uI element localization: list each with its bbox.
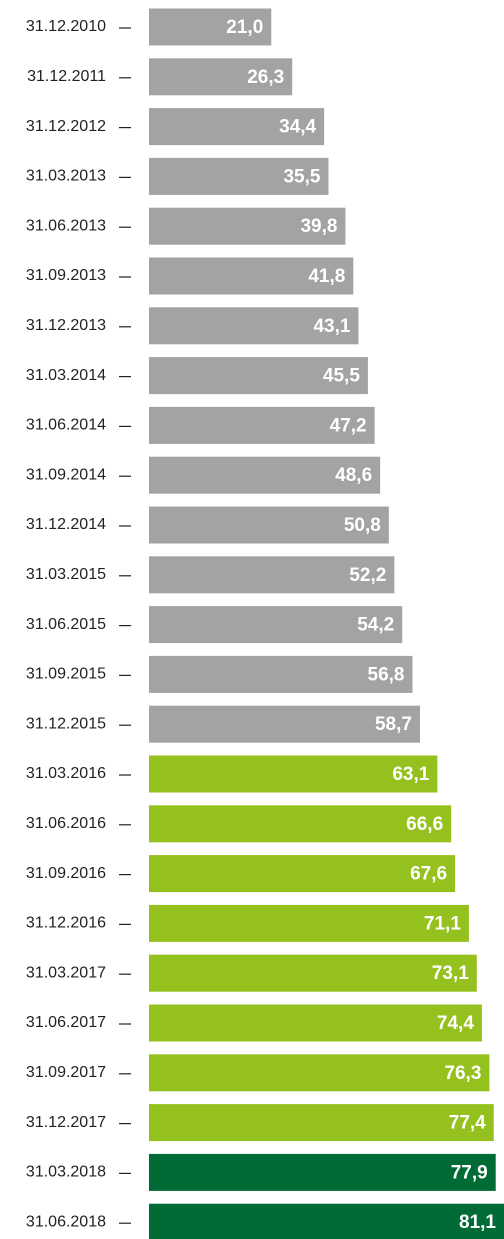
value-label: 47,2	[330, 415, 367, 436]
category-label: 31.12.2013	[26, 317, 106, 334]
category-label: 31.09.2017	[26, 1064, 106, 1081]
value-label: 58,7	[375, 714, 412, 735]
value-label: 74,4	[437, 1013, 474, 1034]
bar	[149, 1204, 504, 1239]
category-label: 31.06.2018	[26, 1213, 106, 1230]
category-label: 31.09.2016	[26, 865, 106, 882]
category-label: 31.09.2013	[26, 267, 106, 284]
category-label: 31.12.2016	[26, 915, 106, 932]
bar	[149, 1054, 489, 1091]
category-label: 31.03.2017	[26, 964, 106, 981]
category-label: 31.06.2016	[26, 815, 106, 832]
category-label: 31.06.2015	[26, 616, 106, 633]
value-label: 52,2	[349, 565, 386, 586]
bar	[149, 905, 469, 942]
value-label: 71,1	[424, 913, 461, 934]
category-label: 31.03.2013	[26, 168, 106, 185]
value-label: 35,5	[283, 166, 320, 187]
category-label: 31.03.2018	[26, 1164, 106, 1181]
category-label: 31.06.2017	[26, 1014, 106, 1031]
category-label: 31.12.2017	[26, 1114, 106, 1131]
bar	[149, 955, 477, 992]
value-label: 43,1	[313, 316, 350, 337]
category-label: 31.09.2014	[26, 466, 106, 483]
value-label: 76,3	[444, 1063, 481, 1084]
value-label: 81,1	[459, 1212, 496, 1233]
category-label: 31.12.2012	[26, 118, 106, 135]
value-label: 56,8	[368, 664, 405, 685]
value-label: 39,8	[300, 216, 337, 237]
value-label: 48,6	[335, 465, 372, 486]
value-label: 45,5	[323, 366, 360, 387]
value-label: 41,8	[308, 266, 345, 287]
category-label: 31.06.2014	[26, 417, 106, 434]
value-label: 77,9	[451, 1162, 488, 1183]
bar	[149, 1005, 482, 1042]
bar	[149, 1104, 494, 1141]
value-label: 77,4	[449, 1113, 486, 1134]
value-label: 26,3	[247, 67, 284, 88]
value-label: 50,8	[344, 515, 381, 536]
category-label: 31.06.2013	[26, 217, 106, 234]
bar	[149, 1154, 496, 1191]
category-label: 31.09.2015	[26, 666, 106, 683]
category-label: 31.12.2010	[26, 18, 106, 35]
value-label: 54,2	[357, 615, 394, 636]
chart: 31.12.2010 21,0 31.12.2011 26,3 31.12.2012 34…	[0, 0, 504, 1239]
value-label: 63,1	[392, 764, 429, 785]
category-label: 31.03.2015	[26, 566, 106, 583]
category-label: 31.12.2011	[27, 68, 106, 85]
value-label: 73,1	[432, 963, 469, 984]
value-label: 34,4	[279, 117, 316, 138]
value-label: 21,0	[226, 17, 263, 38]
category-label: 31.12.2014	[26, 516, 106, 533]
category-label: 31.03.2014	[26, 367, 106, 384]
value-label: 66,6	[406, 814, 443, 835]
category-label: 31.12.2015	[26, 715, 106, 732]
value-label: 67,6	[410, 864, 447, 885]
category-label: 31.03.2016	[26, 765, 106, 782]
